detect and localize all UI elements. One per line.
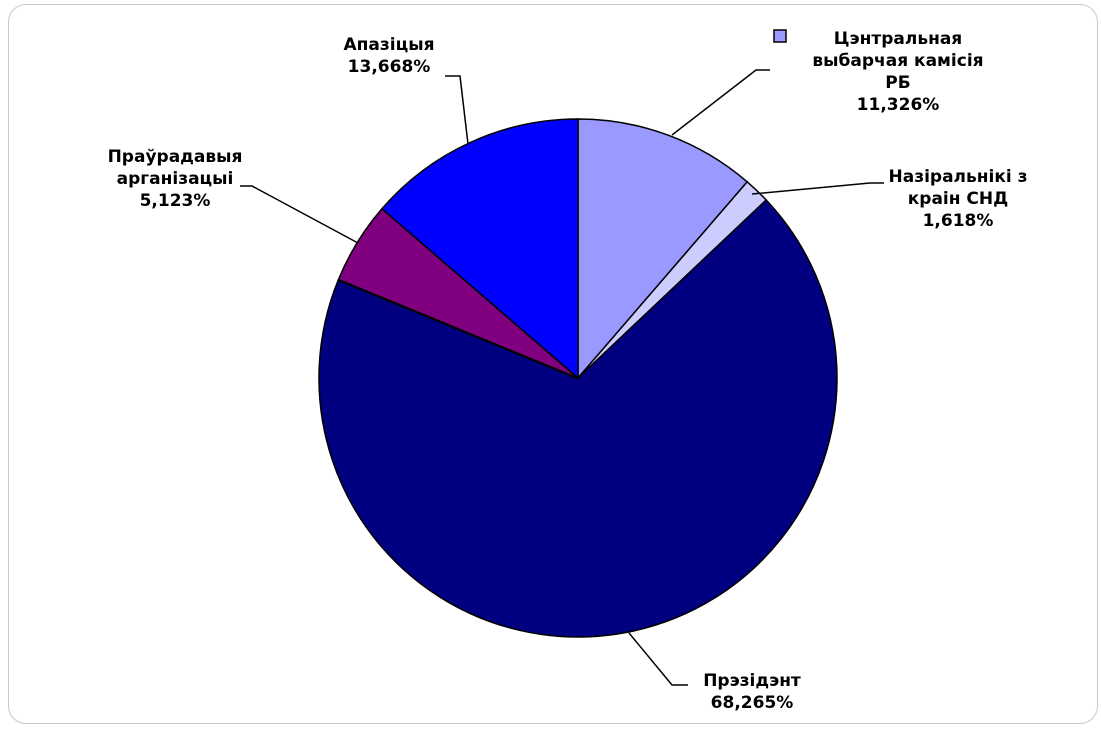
pie-slices [318,118,838,638]
slice-value-label: 68,265% [711,693,794,713]
leader-line [445,75,469,145]
slice-category-label: арганізацыі [117,169,234,189]
slice-category-label: Праўрадавыя [108,147,243,167]
slice-value-label: 13,668% [348,57,431,77]
slice-value-label: 5,123% [140,191,211,211]
slice-category-label: Назіральнікі з [889,167,1028,187]
leader-line [628,632,688,686]
slice-category-label: Цэнтральная [834,29,962,49]
pie-slice [318,198,838,638]
slice-value-label: 11,326% [857,95,940,115]
slice-category-label: краін СНД [908,189,1009,209]
slice-category-label: Апазіцыя [344,35,435,55]
leader-lines [240,69,884,686]
slice-category-label: РБ [885,73,910,93]
leader-line [671,69,770,136]
leader-line [240,185,359,244]
slice-value-label: 1,618% [923,211,994,231]
pie-slice [577,118,749,381]
slice-category-label: Прэзідэнт [703,671,801,691]
slice-category-label: выбарчая камісія [812,51,983,71]
legend-marker [773,29,787,43]
pie-slice [380,118,579,380]
leader-line [751,182,884,195]
